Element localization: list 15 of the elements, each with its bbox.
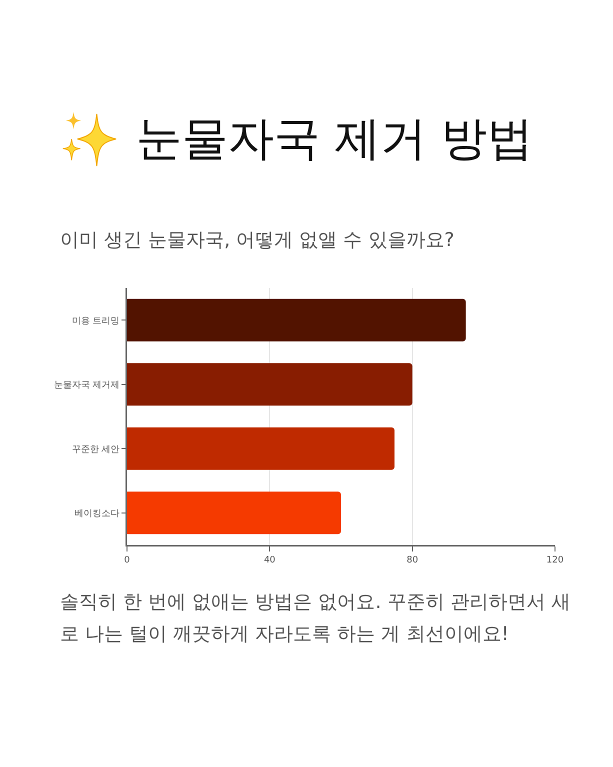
y-tick-label: 꾸준한 세안 [72,444,120,455]
chart-subtitle: 이미 생긴 눈물자국, 어떻게 없앨 수 있을까요? [60,228,454,253]
y-tick-label: 베이킹소다 [74,509,120,520]
x-tick-label: 80 [406,555,418,566]
bar [127,363,412,406]
bar [127,492,341,534]
x-tick-label: 0 [124,555,130,566]
text: 솔직히 한 번에 없애는 방법은 없어요. 꾸준히 관리하면서 새로 나는 털이 깨끗하게 자라도록 하는 게 최선이에요! [60,590,572,647]
bar [127,298,466,342]
bar [127,427,394,470]
y-tick-label: 미용 트리밍 [72,316,120,326]
x-tick-label: 120 [546,555,564,566]
chart-title: 눈물자국 제거 방법 [136,111,534,167]
x-tick-label: 40 [264,555,276,566]
y-tick-label: 눈물자국 제거제 [54,380,120,391]
